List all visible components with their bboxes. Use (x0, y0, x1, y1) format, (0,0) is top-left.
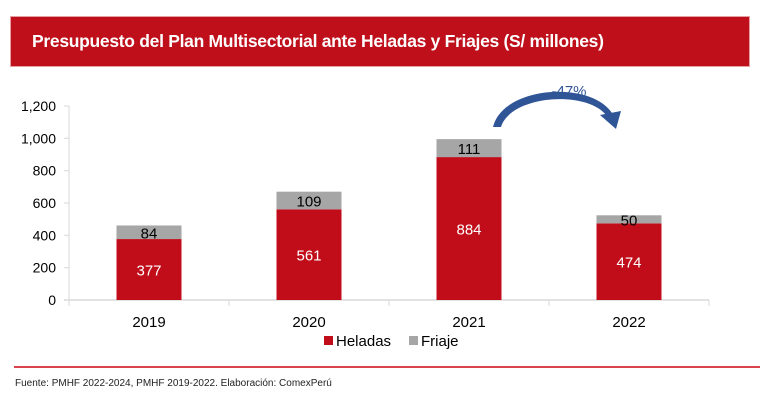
bars (116, 139, 662, 300)
axes: 0 200 400 600 800 1,000 1,200 2019 2020 2021 2022 (21, 98, 710, 331)
annotation: -47% (493, 83, 621, 129)
bar-friaje-2019 (116, 225, 182, 240)
legend-swatch-heladas (324, 336, 333, 345)
bar-heladas-2022 (596, 223, 662, 300)
legend-label-friaje: Friaje (421, 333, 459, 350)
data-label-heladas-2020: 561 (296, 248, 321, 265)
title-banner: Presupuesto del Plan Multisectorial ante… (10, 16, 750, 67)
y-tick-label: 400 (33, 227, 57, 243)
bar-friaje-2022 (596, 215, 662, 224)
y-tick-label: 200 (33, 260, 57, 276)
chart-title: Presupuesto del Plan Multisectorial ante… (32, 31, 604, 51)
data-label-heladas-2019: 377 (136, 263, 161, 280)
annotation-label: -47% (551, 83, 586, 100)
x-tick-label: 2022 (612, 314, 645, 331)
bar-friaje-2020 (276, 191, 342, 210)
bar-heladas-2019 (116, 239, 182, 300)
y-tick-label: 1,200 (21, 98, 56, 114)
arrow-head (600, 111, 621, 129)
data-label-friaje-2020: 109 (296, 193, 321, 210)
legend: Heladas Friaje (324, 333, 459, 350)
x-tick-label: 2020 (292, 314, 325, 331)
footer-divider (14, 366, 760, 368)
data-label-friaje-2021: 111 (458, 141, 481, 158)
legend-label-heladas: Heladas (336, 333, 391, 350)
data-label-friaje-2022: 50 (621, 212, 638, 229)
y-tick-label: 800 (33, 163, 57, 179)
bar-heladas-2021 (436, 157, 502, 300)
x-tick-label: 2021 (452, 314, 485, 331)
data-label-friaje-2019: 84 (141, 225, 158, 242)
bar-heladas-2020 (276, 209, 342, 300)
legend-swatch-friaje (409, 336, 418, 345)
source-note: Fuente: PMHF 2022-2024, PMHF 2019-2022. … (15, 378, 332, 389)
y-tick-label: 1,000 (21, 130, 56, 146)
curved-arrow (493, 91, 612, 127)
y-tick-label: 600 (33, 195, 57, 211)
data-label-heladas-2022: 474 (616, 255, 641, 272)
data-labels: 377 84 561 109 884 111 474 50 (136, 141, 641, 279)
x-tick-label: 2019 (132, 314, 165, 331)
data-label-heladas-2021: 884 (456, 222, 481, 239)
y-tick-label: 0 (48, 292, 56, 308)
bar-friaje-2021 (436, 139, 502, 158)
